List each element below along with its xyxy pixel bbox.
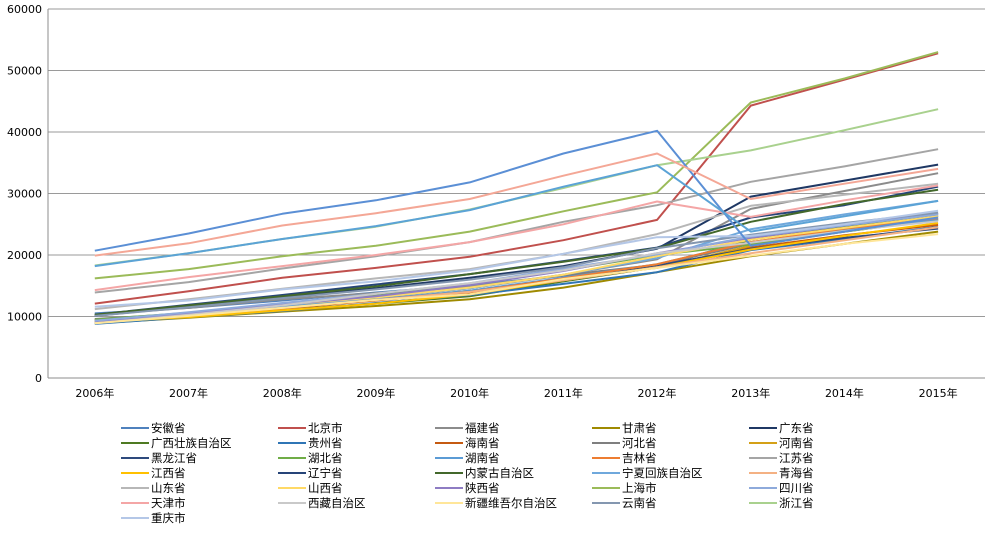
x-tick-label: 2006年 xyxy=(75,386,114,400)
legend-label: 西藏自治区 xyxy=(308,496,366,510)
series-line xyxy=(94,164,939,268)
series-line xyxy=(94,220,939,325)
series-line xyxy=(94,233,939,325)
y-tick-label: 40000 xyxy=(7,126,42,139)
series-line xyxy=(94,52,939,305)
y-tick-label: 20000 xyxy=(7,249,42,262)
y-tick-label: 30000 xyxy=(7,188,42,201)
legend-label: 云南省 xyxy=(622,496,657,510)
legend-label: 山西省 xyxy=(308,481,343,495)
y-axis: 0 10000 20000 30000 40000 50000 60000 xyxy=(7,3,42,385)
series-line xyxy=(94,51,939,280)
legend-label: 贵州省 xyxy=(308,436,343,450)
series-line xyxy=(94,129,939,252)
legend-label: 青海省 xyxy=(779,466,814,480)
legend-label: 安徽省 xyxy=(151,421,186,435)
series-line xyxy=(94,184,939,292)
grid-lines xyxy=(47,8,985,379)
legend-label: 宁夏回族自治区 xyxy=(622,466,703,480)
legend-label: 河北省 xyxy=(622,436,657,450)
x-tick-label: 2007年 xyxy=(169,386,208,400)
y-tick-label: 10000 xyxy=(7,311,42,324)
legend-label: 江苏省 xyxy=(779,451,814,465)
legend-label: 浙江省 xyxy=(779,496,814,510)
series-line xyxy=(94,148,939,294)
legend-label: 湖南省 xyxy=(465,451,500,465)
legend-label: 重庆市 xyxy=(151,511,186,525)
legend-label: 甘肃省 xyxy=(622,421,657,435)
x-tick-label: 2012年 xyxy=(638,386,677,400)
series-line xyxy=(94,188,939,316)
legend-label: 吉林省 xyxy=(622,451,657,465)
y-tick-label: 50000 xyxy=(7,65,42,78)
legend-label: 河南省 xyxy=(779,436,814,450)
legend-label: 上海市 xyxy=(622,481,657,495)
series-line xyxy=(94,209,939,308)
legend-label: 福建省 xyxy=(465,421,500,435)
legend-label: 辽宁省 xyxy=(308,466,343,480)
legend-label: 四川省 xyxy=(779,481,814,495)
legend-label: 湖北省 xyxy=(308,451,343,465)
series-lines xyxy=(94,51,939,325)
x-tick-label: 2009年 xyxy=(356,386,395,400)
legend-label: 新疆维吾尔自治区 xyxy=(465,496,557,510)
legend-label: 江西省 xyxy=(151,466,186,480)
legend-label: 北京市 xyxy=(308,421,343,435)
series-line xyxy=(94,152,939,257)
y-tick-label: 60000 xyxy=(7,3,42,16)
x-tick-label: 2014年 xyxy=(825,386,864,400)
legend-label: 陕西省 xyxy=(465,481,500,495)
x-tick-label: 2013年 xyxy=(731,386,770,400)
x-tick-label: 2008年 xyxy=(263,386,302,400)
x-axis: 2006年 2007年 2008年 2009年 2010年 2011年 2012年 2013年… xyxy=(75,386,957,400)
x-tick-label: 2015年 xyxy=(919,386,958,400)
legend-label: 内蒙古自治区 xyxy=(465,466,534,480)
legend-label: 海南省 xyxy=(465,436,500,450)
legend-label: 天津市 xyxy=(151,496,186,510)
x-tick-label: 2010年 xyxy=(450,386,489,400)
y-tick-label: 0 xyxy=(35,372,42,385)
legend-label: 山东省 xyxy=(151,481,186,495)
legend-label: 黑龙江省 xyxy=(151,451,197,465)
series-line xyxy=(94,211,939,317)
legend-label: 广西壮族自治区 xyxy=(151,436,232,450)
x-tick-label: 2011年 xyxy=(544,386,583,400)
legend-label: 广东省 xyxy=(779,421,814,435)
